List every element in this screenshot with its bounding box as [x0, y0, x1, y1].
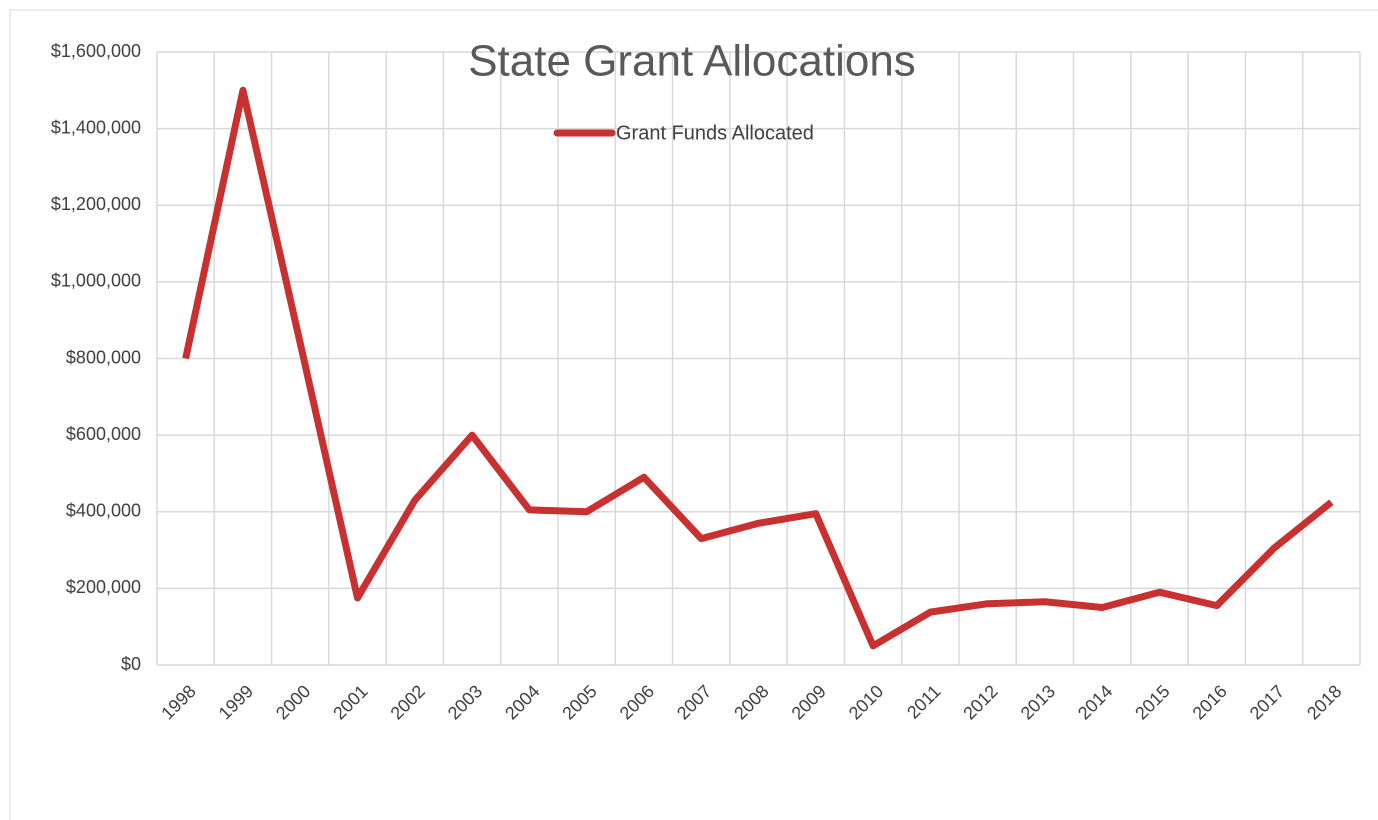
grid	[156, 51, 1361, 666]
y-tick-label: $800,000	[66, 347, 141, 367]
y-tick-label: $1,000,000	[51, 271, 141, 291]
x-tick-label: 2001	[329, 681, 371, 723]
y-tick-label: $600,000	[66, 424, 141, 444]
x-tick-label: 1999	[215, 681, 257, 723]
x-tick-label: 2011	[903, 681, 945, 723]
x-tick-label: 2007	[673, 681, 715, 723]
y-tick-label: $1,600,000	[51, 41, 141, 61]
x-tick-label: 2010	[845, 681, 887, 723]
chart-title: State Grant Allocations	[468, 37, 916, 86]
x-tick-label: 2002	[387, 681, 429, 723]
x-tick-label: 2008	[730, 681, 772, 723]
x-tick-label: 2016	[1189, 681, 1231, 723]
x-tick-label: 2006	[616, 681, 658, 723]
x-tick-label: 2000	[272, 681, 314, 723]
y-tick-label: $1,400,000	[51, 117, 141, 137]
x-tick-label: 2012	[959, 681, 1001, 723]
x-tick-label: 1998	[157, 681, 199, 723]
x-tick-label: 2009	[788, 681, 830, 723]
y-tick-label: $400,000	[66, 501, 141, 521]
x-tick-label: 2013	[1017, 681, 1059, 723]
x-tick-label: 2014	[1074, 681, 1116, 723]
x-tick-label: 2003	[444, 681, 486, 723]
y-tick-label: $0	[121, 654, 141, 674]
x-tick-label: 2018	[1303, 681, 1345, 723]
x-tick-label: 2004	[501, 681, 543, 723]
x-tick-label: 2015	[1131, 681, 1173, 723]
y-tick-label: $200,000	[66, 577, 141, 597]
y-tick-label: $1,200,000	[51, 194, 141, 214]
plot	[182, 86, 1334, 650]
legend-label: Grant Funds Allocated	[616, 122, 814, 144]
x-tick-label: 2005	[558, 681, 600, 723]
chart-border	[9, 9, 1378, 820]
line-series	[182, 86, 1334, 650]
x-tick-label: 2017	[1246, 681, 1288, 723]
